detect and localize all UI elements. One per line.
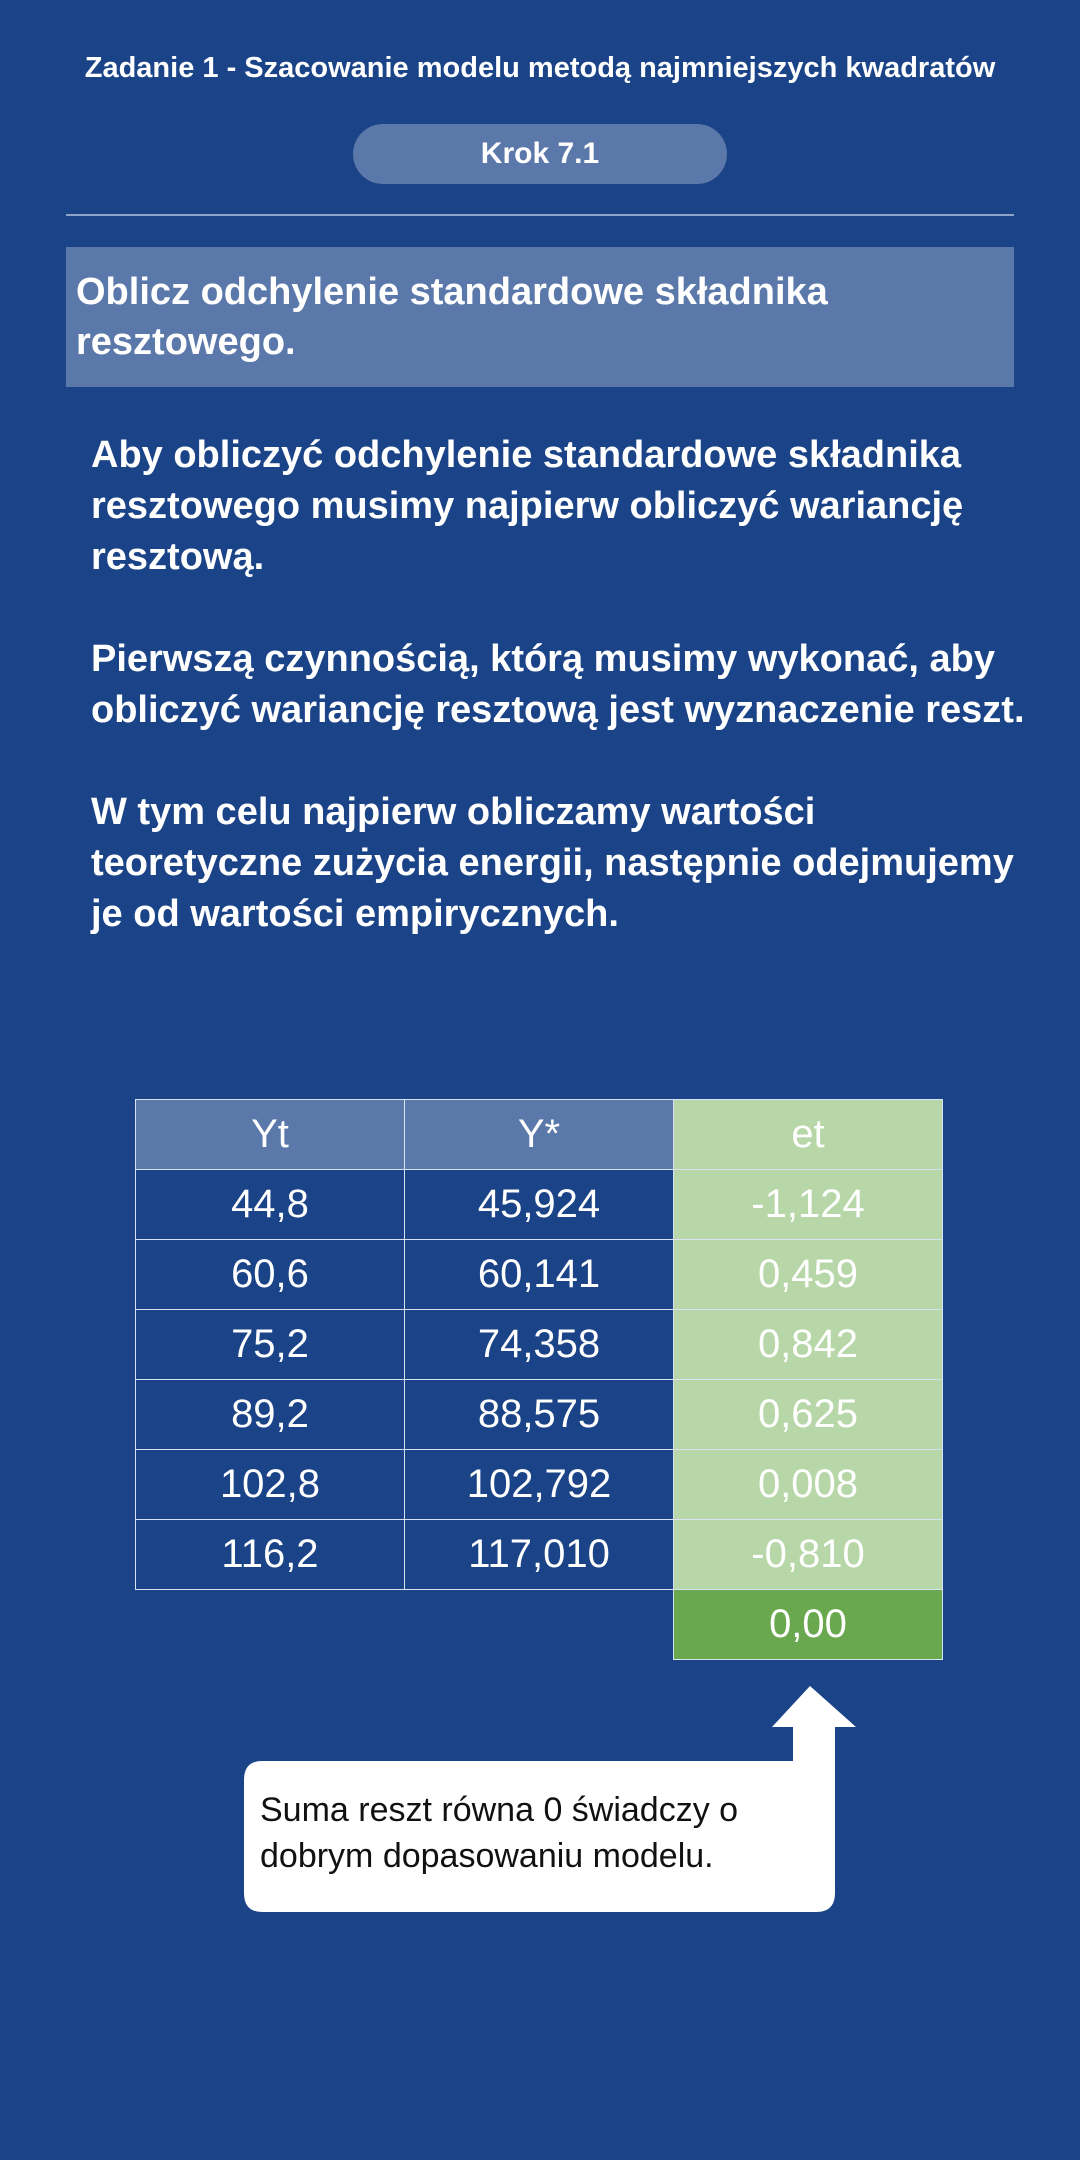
cell-yt: 60,6 — [135, 1239, 405, 1310]
header-et: et — [673, 1099, 943, 1170]
cell-yt: 75,2 — [135, 1309, 405, 1380]
cell-ystar: 117,010 — [404, 1519, 674, 1590]
explanation-paragraph-2: Pierwszą czynnością, którą musimy wykona… — [91, 638, 1025, 731]
table-row: 116,2 117,010 -0,810 — [135, 1519, 943, 1590]
residuals-table: Yt Y* et 44,8 45,924 -1,124 60,6 60,141 … — [135, 1099, 943, 1660]
cell-ystar: 102,792 — [404, 1449, 674, 1520]
task-instruction-box: Oblicz odchylenie standardowe składnika … — [66, 247, 1014, 387]
explanation-paragraph-1: Aby obliczyć odchylenie standardowe skła… — [91, 434, 964, 578]
cell-yt: 89,2 — [135, 1379, 405, 1450]
cell-ystar: 60,141 — [404, 1239, 674, 1310]
cell-ystar: 88,575 — [404, 1379, 674, 1450]
residual-sum-cell: 0,00 — [673, 1589, 943, 1660]
table-row: 75,2 74,358 0,842 — [135, 1309, 943, 1380]
table-header-row: Yt Y* et — [135, 1099, 943, 1170]
cell-et: -0,810 — [673, 1519, 943, 1590]
cell-et: 0,842 — [673, 1309, 943, 1380]
cell-ystar: 45,924 — [404, 1169, 674, 1240]
explanation-text: Aby obliczyć odchylenie standardowe skła… — [91, 430, 1031, 991]
header-yt: Yt — [135, 1099, 405, 1170]
cell-et: 0,008 — [673, 1449, 943, 1520]
explanation-paragraph-3: W tym celu najpierw obliczamy wartości t… — [91, 791, 1014, 935]
cell-et: 0,625 — [673, 1379, 943, 1450]
cell-et: 0,459 — [673, 1239, 943, 1310]
header-ystar: Y* — [404, 1099, 674, 1170]
cell-et: -1,124 — [673, 1169, 943, 1240]
cell-yt: 116,2 — [135, 1519, 405, 1590]
header-divider — [66, 214, 1014, 216]
task-instruction-text: Oblicz odchylenie standardowe składnika … — [76, 271, 828, 363]
table-sum-row: 0,00 — [136, 1589, 943, 1660]
table-row: 89,2 88,575 0,625 — [135, 1379, 943, 1450]
step-badge: Krok 7.1 — [353, 124, 727, 184]
callout-arrow-shape — [244, 1686, 856, 1912]
callout-text: Suma reszt równa 0 świadczy o dobrym dop… — [260, 1791, 739, 1875]
table-row: 102,8 102,792 0,008 — [135, 1449, 943, 1520]
table-row: 60,6 60,141 0,459 — [135, 1239, 943, 1310]
exercise-title: Zadanie 1 - Szacowanie modelu metodą naj… — [84, 52, 996, 84]
cell-yt: 44,8 — [135, 1169, 405, 1240]
table-row: 44,8 45,924 -1,124 — [135, 1169, 943, 1240]
